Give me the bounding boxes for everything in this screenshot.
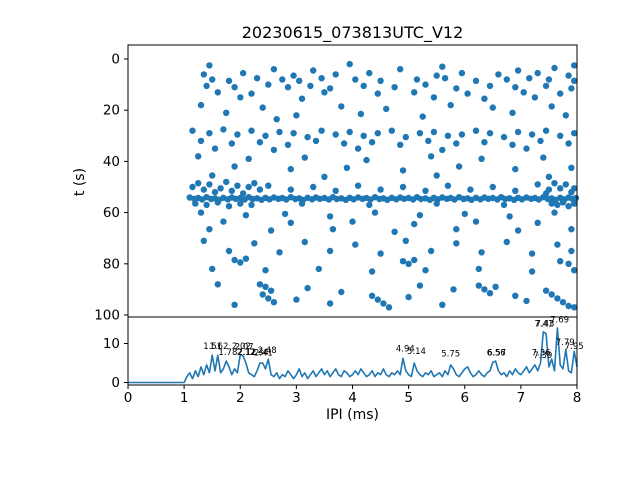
tick-label: 80 [103,256,120,272]
peak-annotation: 2.11 [237,348,256,358]
peak-annotations: 1.511.621.782.022.072.112.122.342.412.48… [203,315,583,361]
tick-label: 0 [111,375,120,391]
peak-annotation: 7.43 [536,319,555,329]
peak-annotation: 2.41 [254,349,273,359]
top-y-axis-label: t (s) [72,167,88,197]
peak-annotation: 7.41 [534,319,553,329]
peak-annotation: 5.75 [441,349,460,359]
peak-annotation: 6.56 [487,349,506,359]
tick-label: 100 [94,308,120,324]
peak-annotation: 2.12 [238,348,257,358]
x-axis-label: IPI (ms) [325,407,379,423]
scatter-points [186,60,580,311]
peak-annotation: 1.62 [209,342,228,352]
peak-annotation: 2.07 [235,343,254,353]
peak-annotation: 7.79 [556,338,575,348]
peak-annotation: 6.57 [487,349,506,359]
peak-annotation: 2.48 [258,346,277,356]
peak-annotation: 5.14 [407,347,426,357]
peak-annotation: 1.51 [203,342,222,352]
tick-label: 40 [103,154,120,170]
tick-label: 0 [111,52,120,68]
peak-annotation: 7.39 [533,351,552,361]
tick-label: 4 [348,390,357,406]
peak-annotation: 7.95 [565,342,584,352]
tick-label: 0 [124,390,133,406]
tick-label: 3 [292,390,301,406]
tick-label: 7 [517,390,526,406]
tick-label: 2 [236,390,245,406]
peak-annotation: 2.02 [232,342,251,352]
tick-label: 10 [103,336,120,352]
peak-annotation: 1.78 [218,348,237,358]
peak-annotation: 7.69 [550,315,569,325]
peak-annotation: 2.34 [250,348,269,358]
tick-label: 1 [180,390,189,406]
peak-annotation: 7.36 [532,349,551,359]
chart-title: 20230615_073813UTC_V12 [241,23,464,42]
tick-label: 60 [103,205,120,221]
tick-label: 20 [103,103,120,119]
tick-label: 5 [404,390,413,406]
tick-label: 6 [460,390,469,406]
hist-line [128,327,578,384]
peak-annotation: 4.94 [396,345,415,355]
tick-label: 8 [573,390,582,406]
